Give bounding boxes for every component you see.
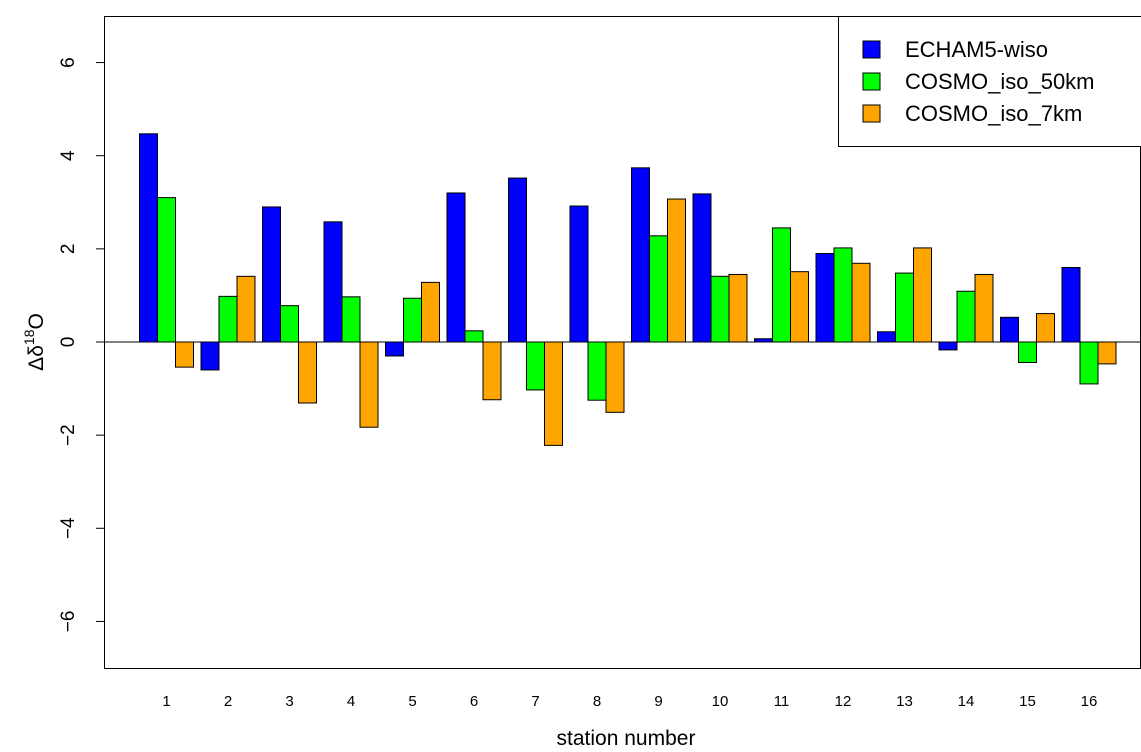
x-tick-label: 5 xyxy=(408,693,416,710)
bar-COSMO_iso_50km-station-4 xyxy=(341,296,361,343)
bar-ECHAM5-wiso-station-14 xyxy=(938,341,958,351)
legend-swatch-COSMO_iso_7km xyxy=(862,104,881,123)
y-tick-label: 6 xyxy=(58,57,79,68)
legend-swatch-COSMO_iso_50km xyxy=(862,72,881,91)
bar-COSMO_iso_50km-station-16 xyxy=(1079,341,1099,385)
y-tick-label: 4 xyxy=(58,150,79,161)
bar-COSMO_iso_7km-station-9 xyxy=(667,198,686,343)
x-tick-label: 3 xyxy=(285,693,293,710)
legend-label-COSMO_iso_50km: COSMO_iso_50km xyxy=(905,69,1095,94)
x-tick-label: 7 xyxy=(531,693,539,710)
legend-label-COSMO_iso_7km: COSMO_iso_7km xyxy=(905,101,1082,126)
y-tick-label: 0 xyxy=(58,337,79,348)
bar-COSMO_iso_7km-station-15 xyxy=(1036,313,1055,343)
bar-ECHAM5-wiso-station-8 xyxy=(569,205,589,343)
x-axis-title: station number xyxy=(557,727,696,750)
legend-box xyxy=(838,16,1141,147)
bar-ECHAM5-wiso-station-4 xyxy=(323,221,343,343)
bar-COSMO_iso_50km-station-14 xyxy=(956,290,976,343)
legend-swatch-ECHAM5-wiso xyxy=(862,40,881,59)
bar-COSMO_iso_7km-station-4 xyxy=(359,341,379,428)
x-tick-label: 8 xyxy=(593,693,601,710)
y-axis-title-suffix: O xyxy=(25,313,48,329)
y-axis-title-sup: 18 xyxy=(21,329,37,345)
bar-COSMO_iso_50km-station-7 xyxy=(526,341,545,391)
bar-COSMO_iso_50km-station-5 xyxy=(403,297,422,343)
bar-COSMO_iso_7km-station-2 xyxy=(236,275,256,343)
bar-COSMO_iso_50km-station-6 xyxy=(464,330,484,343)
bar-ECHAM5-wiso-station-13 xyxy=(877,331,896,343)
bar-COSMO_iso_7km-station-11 xyxy=(790,271,809,343)
bar-COSMO_iso_50km-station-15 xyxy=(1018,341,1037,363)
x-tick-label: 2 xyxy=(224,693,232,710)
x-tick-label: 16 xyxy=(1081,693,1098,710)
y-tick-label: −6 xyxy=(58,611,79,633)
x-tick-label: 6 xyxy=(470,693,478,710)
x-axis: 1 2 3 4 5 6 7 8 9 10 11 12 13 14 15 16 xyxy=(162,693,1097,710)
bar-COSMO_iso_50km-station-10 xyxy=(710,275,730,343)
bar-COSMO_iso_50km-station-1 xyxy=(157,197,176,343)
y-tick-label: 2 xyxy=(58,244,79,255)
bar-ECHAM5-wiso-station-16 xyxy=(1061,266,1081,343)
bar-ECHAM5-wiso-station-12 xyxy=(815,253,835,343)
bar-COSMO_iso_7km-station-14 xyxy=(974,273,994,343)
x-tick-label: 10 xyxy=(712,693,729,710)
bar-COSMO_iso_7km-station-6 xyxy=(482,341,502,401)
x-tick-label: 4 xyxy=(347,693,355,710)
bar-ECHAM5-wiso-station-6 xyxy=(446,192,466,343)
bar-COSMO_iso_7km-station-10 xyxy=(728,273,748,343)
bar-COSMO_iso_7km-station-5 xyxy=(421,281,440,343)
y-tick-label: −2 xyxy=(58,424,79,446)
x-tick-label: 12 xyxy=(835,693,852,710)
bar-COSMO_iso_50km-station-8 xyxy=(587,341,607,401)
legend: ECHAM5-wiso COSMO_iso_50km COSMO_iso_7km xyxy=(838,16,1141,147)
bar-ECHAM5-wiso-station-3 xyxy=(262,206,281,343)
bar-COSMO_iso_50km-station-9 xyxy=(649,235,668,343)
bars-group xyxy=(139,133,1117,446)
bar-ECHAM5-wiso-station-2 xyxy=(200,341,220,371)
bar-COSMO_iso_7km-station-1 xyxy=(175,341,194,368)
x-tick-label: 15 xyxy=(1019,693,1036,710)
bar-ECHAM5-wiso-station-7 xyxy=(508,177,527,343)
bar-ECHAM5-wiso-station-5 xyxy=(385,341,404,357)
x-tick-label: 13 xyxy=(896,693,913,710)
y-axis-title-base: Δδ xyxy=(25,345,48,371)
y-axis: −6 −4 −2 0 2 4 6 xyxy=(58,57,104,632)
x-tick-label: 11 xyxy=(774,693,790,710)
bar-COSMO_iso_7km-station-8 xyxy=(605,341,625,413)
x-tick-label: 9 xyxy=(654,693,662,710)
bar-ECHAM5-wiso-station-1 xyxy=(139,133,158,343)
bar-COSMO_iso_50km-station-13 xyxy=(895,272,914,343)
y-axis-title: Δδ18O xyxy=(21,313,48,371)
legend-label-ECHAM5-wiso: ECHAM5-wiso xyxy=(905,37,1048,62)
bar-COSMO_iso_50km-station-12 xyxy=(833,247,853,343)
bar-COSMO_iso_50km-station-11 xyxy=(772,227,791,343)
bar-COSMO_iso_7km-station-12 xyxy=(851,262,871,343)
y-tick-label: −4 xyxy=(58,517,79,539)
bar-COSMO_iso_7km-station-13 xyxy=(913,247,932,343)
bar-ECHAM5-wiso-station-9 xyxy=(631,167,650,343)
bar-ECHAM5-wiso-station-15 xyxy=(1000,316,1019,343)
bar-COSMO_iso_7km-station-7 xyxy=(544,341,563,446)
bar-COSMO_iso_50km-station-2 xyxy=(218,295,238,343)
bar-COSMO_iso_50km-station-3 xyxy=(280,305,299,343)
bar-ECHAM5-wiso-station-10 xyxy=(692,193,712,343)
x-tick-label: 1 xyxy=(162,693,170,710)
bar-COSMO_iso_7km-station-3 xyxy=(298,341,317,404)
x-tick-label: 14 xyxy=(958,693,975,710)
bar-COSMO_iso_7km-station-16 xyxy=(1097,341,1117,365)
